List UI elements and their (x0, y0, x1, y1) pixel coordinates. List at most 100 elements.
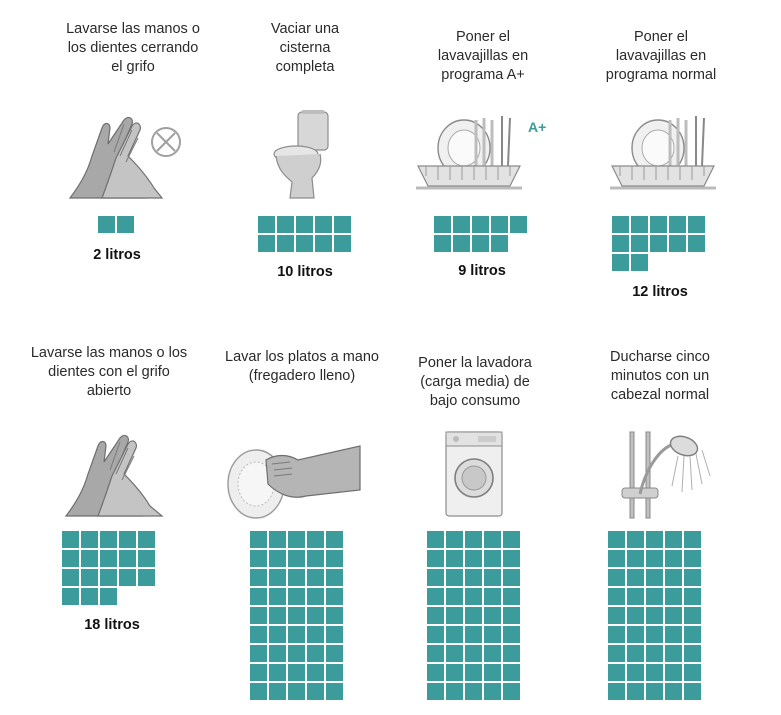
item-title: Lavar los platos a mano (fregadero lleno… (212, 348, 392, 386)
water-unit (684, 607, 701, 624)
water-unit (446, 607, 463, 624)
water-unit (503, 550, 520, 567)
water-unit (307, 664, 324, 681)
water-unit (62, 550, 79, 567)
water-unit (258, 235, 275, 252)
toilet-icon (270, 108, 334, 202)
water-unit (484, 550, 501, 567)
water-unit (288, 645, 305, 662)
water-unit (277, 235, 294, 252)
water-unit (100, 588, 117, 605)
water-unit (250, 645, 267, 662)
water-unit (288, 626, 305, 643)
water-unit (472, 235, 489, 252)
water-unit (484, 531, 501, 548)
water-unit (81, 588, 98, 605)
shower-head-icon (616, 428, 712, 522)
water-unit (484, 626, 501, 643)
a-plus-badge: A+ (528, 119, 546, 135)
water-unit (465, 531, 482, 548)
water-unit (631, 235, 648, 252)
water-unit (627, 588, 644, 605)
water-unit (269, 569, 286, 586)
water-unit (62, 588, 79, 605)
litres-label: 18 litros (50, 617, 174, 633)
water-unit (288, 531, 305, 548)
water-unit (631, 254, 648, 271)
water-unit (307, 531, 324, 548)
water-unit (665, 683, 682, 700)
water-unit (684, 550, 701, 567)
water-unit (465, 664, 482, 681)
water-unit (484, 569, 501, 586)
water-unit (250, 607, 267, 624)
washing-machine-icon (444, 430, 504, 518)
water-unit (484, 683, 501, 700)
water-unit (434, 216, 451, 233)
water-unit (296, 216, 313, 233)
water-unit (665, 531, 682, 548)
water-unit (326, 531, 343, 548)
water-unit (646, 588, 663, 605)
water-unit (612, 235, 629, 252)
water-unit (503, 531, 520, 548)
water-unit (627, 626, 644, 643)
water-unit (646, 626, 663, 643)
water-unit (138, 569, 155, 586)
water-unit (315, 235, 332, 252)
water-unit (503, 569, 520, 586)
water-unit (646, 607, 663, 624)
litres-label: 2 litros (55, 247, 179, 263)
water-unit (665, 626, 682, 643)
water-unit (484, 645, 501, 662)
water-unit (503, 588, 520, 605)
item-title: Lavarse las manos o los dientes con el g… (20, 344, 198, 401)
water-unit (665, 550, 682, 567)
water-unit (427, 626, 444, 643)
item-title: Lavarse las manos o los dientes cerrando… (35, 20, 231, 77)
item-title: Poner la lavadora (carga media) de bajo … (400, 354, 550, 411)
water-unit (307, 607, 324, 624)
water-unit (484, 588, 501, 605)
water-unit (427, 607, 444, 624)
hand-washing-plate-icon (226, 440, 362, 520)
water-unit (62, 569, 79, 586)
water-unit (612, 216, 629, 233)
water-unit (503, 626, 520, 643)
water-unit (138, 531, 155, 548)
hands-washing-tap-closed-icon (62, 112, 202, 204)
water-unit (627, 607, 644, 624)
water-unit (608, 607, 625, 624)
water-unit (307, 683, 324, 700)
water-unit (491, 216, 508, 233)
water-unit (472, 216, 489, 233)
water-unit (627, 550, 644, 567)
water-unit (453, 216, 470, 233)
water-unit (269, 664, 286, 681)
water-unit (665, 664, 682, 681)
water-unit (100, 569, 117, 586)
water-unit (250, 550, 267, 567)
water-unit (684, 588, 701, 605)
water-unit (427, 588, 444, 605)
hands-washing-icon (58, 428, 170, 520)
water-unit (608, 569, 625, 586)
water-unit (646, 531, 663, 548)
water-unit (465, 569, 482, 586)
water-unit (250, 626, 267, 643)
water-unit (307, 569, 324, 586)
water-unit (646, 645, 663, 662)
water-unit (427, 645, 444, 662)
water-unit (684, 531, 701, 548)
water-unit (669, 216, 686, 233)
water-unit (269, 550, 286, 567)
water-unit (288, 569, 305, 586)
item-title: Poner el lavavajillas en programa normal (583, 28, 739, 85)
water-unit (138, 550, 155, 567)
water-unit (465, 683, 482, 700)
water-unit (446, 683, 463, 700)
dish-rack-icon (414, 110, 532, 196)
water-unit (684, 664, 701, 681)
water-unit (627, 645, 644, 662)
water-unit (326, 569, 343, 586)
